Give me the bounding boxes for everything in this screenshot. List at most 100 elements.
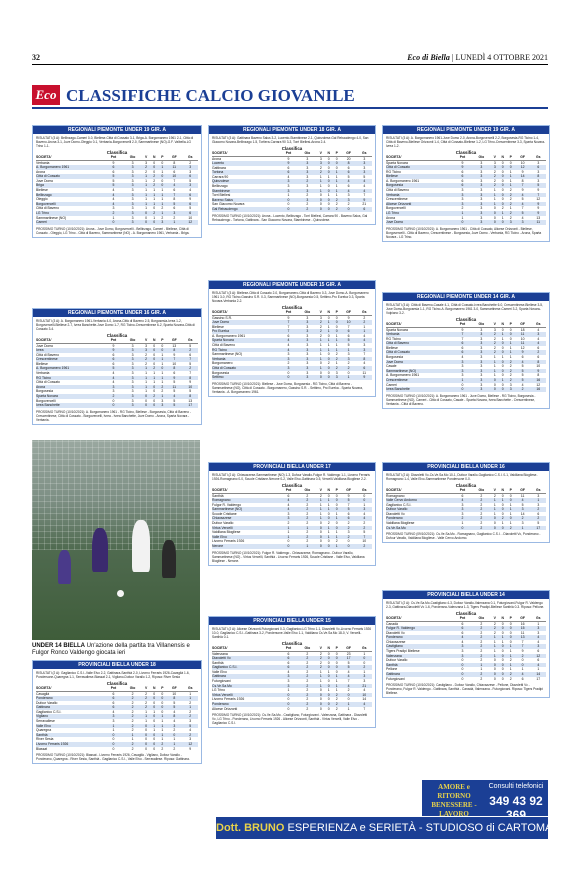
table-cell: Crescentinese [36, 357, 105, 362]
table-cell: 2 [182, 366, 198, 372]
table-cell: Virtus Vercelli [212, 525, 280, 531]
table-cell: Città di Cossato [386, 165, 454, 170]
box-title: REGIONALI PIEMONTE UNDER 18 GIR. A [209, 126, 375, 134]
table-cell: Ivrea Banchette [386, 387, 454, 392]
table-cell: 2 [509, 215, 512, 220]
table-cell: Arona [36, 384, 105, 390]
table-cell: 6 [356, 366, 372, 371]
table-cell: Sammartinese (NO) [212, 507, 280, 512]
table-cell: 3 [480, 364, 483, 369]
table-row: Arona 6 3 2 0 1 6 3 [36, 170, 198, 175]
table-cell: 2 [122, 714, 143, 720]
table-cell: 1 [145, 178, 148, 183]
table-cell: 3 [530, 644, 546, 650]
table-cell: 5 [189, 178, 192, 183]
table-cell: Ponderano [36, 696, 105, 701]
table-cell: 2 [173, 746, 176, 751]
table-row: Ponderano 4 2 1 1 0 13 4 [386, 635, 546, 640]
column-header: Gio [297, 151, 317, 157]
column-header: Pnt [104, 155, 123, 161]
table-row: Gattinara 6 2 2 0 0 5 1 [36, 705, 198, 710]
table-cell: Livorno Ferraris 1926 [212, 697, 245, 702]
table-cell: 0 [153, 700, 156, 705]
table-cell: 2 [131, 700, 134, 705]
table-cell: 1 [490, 368, 499, 374]
table-cell: 0 [324, 366, 333, 371]
table-cell: 1 [161, 169, 164, 174]
table-cell: 3 [471, 211, 491, 216]
table-cell: 0 [279, 207, 298, 212]
column-header: GF [514, 322, 531, 328]
table-cell: 1 [490, 192, 499, 198]
table-cell: 2 [145, 361, 148, 366]
table-cell: Città di Cossato [386, 350, 454, 356]
table-cell: 1 [166, 742, 183, 747]
table-row: A. Borgomanero 1961 3 3 1 0 2 5 8 [386, 373, 546, 378]
table-cell: 0 [145, 398, 148, 403]
table-cell: Sparta Novara [212, 338, 280, 344]
table-row: Juve Domo 7 3 2 1 0 10 2 [212, 320, 372, 325]
column-header: N [324, 646, 333, 652]
table-cell: 3 [453, 653, 472, 659]
table-row: Valenzana 6 2 2 0 0 23 1 [212, 651, 372, 656]
table-cell: Borgomanero [212, 361, 233, 366]
table-cell: 14 [362, 697, 367, 702]
table-cell: 0 [319, 697, 322, 702]
table-cell: 3 [356, 674, 372, 680]
table-cell: 2 [327, 521, 330, 526]
table-cell: 3 [306, 324, 309, 329]
table-cell: 0 [498, 653, 507, 659]
table-cell: 3 [279, 674, 298, 680]
table-cell: A. Borgomanero 1961 [36, 366, 105, 372]
column-header: SOCIETA' [386, 155, 454, 161]
table-cell: 1 [161, 361, 164, 366]
table-cell: 1 [145, 719, 148, 724]
table-cell: 0 [453, 525, 472, 531]
table-cell: 1 [319, 174, 322, 179]
table-row: RG Ticino 4 3 1 1 1 9 8 [36, 375, 198, 381]
cartomancy-ad-banner[interactable]: Dott. BRUNO ESPERIENZA e SERIETÀ - STUDI… [216, 817, 577, 839]
table-cell: 0 [490, 516, 499, 522]
table-cell: 6 [104, 165, 123, 170]
table-cell: 1 [493, 188, 496, 193]
table-cell: 1 [145, 380, 148, 385]
table-cell: 8 [530, 174, 546, 179]
table-cell: RG Ticino [386, 336, 401, 341]
table-cell: 7 [347, 502, 350, 507]
table-cell: 3 [480, 160, 483, 165]
table-cell: 2 [131, 719, 134, 724]
table-row: Ivrea Banchette 0 3 0 0 3 5 17 [36, 403, 198, 408]
psychic-ad-small[interactable]: AMORE e RITORNO BENESSERE - LAVORO Consu… [422, 780, 548, 822]
table-cell: 5 [521, 197, 524, 202]
table-cell: 2 [501, 206, 504, 211]
table-cell: 1 [335, 184, 338, 189]
column-header: V [142, 686, 151, 692]
table-cell: 2 [161, 389, 164, 394]
table-cell: 6 [347, 511, 350, 516]
table-cell: Città di Baveno [36, 206, 59, 211]
table-cell: 2 [332, 207, 341, 212]
table-cell: 2 [182, 714, 198, 720]
table-cell: 3 [363, 165, 366, 170]
table-row: Cameri 0 3 0 0 3 4 12 [386, 383, 546, 388]
table-cell: 3 [480, 373, 483, 378]
table-cell: 2 [173, 728, 176, 733]
table-cell: 3 [347, 530, 350, 535]
table-cell: 13 [188, 398, 193, 403]
box-title: PROVINCIALI BIELLA UNDER 16 [383, 463, 549, 471]
table-cell: 3 [471, 201, 491, 207]
table-row: Città di Cossato 9 3 3 0 0 12 6 [386, 165, 546, 170]
table-cell: 9 [287, 315, 290, 320]
table-cell: 3 [306, 165, 309, 170]
table-row: Santhià 0 1 0 0 1 0 4 [386, 662, 546, 668]
table-cell: 1 [287, 193, 290, 198]
table-cell: Baveno Salus [212, 197, 280, 203]
table-cell: 10 [182, 384, 198, 390]
table-cell: LG Trino [212, 688, 226, 693]
table-row: Gal Rebaudengo 0 2 0 0 2 0 6 [212, 207, 372, 212]
table-cell: 0 [332, 498, 341, 503]
table-cell: LG Trino [386, 211, 454, 216]
table-cell: Livorno Ferraris 1926 [36, 742, 105, 747]
table-cell: Città di Cossato [36, 380, 60, 385]
table-cell: 5 [104, 366, 123, 372]
